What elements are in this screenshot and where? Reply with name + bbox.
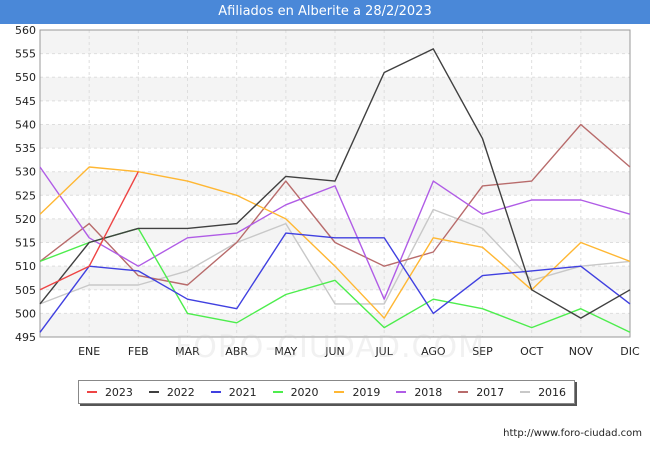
legend-swatch <box>272 391 283 393</box>
y-tick-label: 560 <box>15 24 36 37</box>
legend-swatch <box>520 391 531 393</box>
y-tick-label: 525 <box>15 189 36 202</box>
x-tick-label: NOV <box>569 345 594 358</box>
legend-label: 2020 <box>290 385 319 399</box>
legend-swatch <box>458 391 469 393</box>
legend-item-2016: 2016 <box>520 386 566 399</box>
y-tick-label: 535 <box>15 142 36 155</box>
y-tick-label: 505 <box>15 284 36 297</box>
x-tick-label: ABR <box>225 345 248 358</box>
legend-label: 2022 <box>166 385 195 399</box>
source-url: http://www.foro-ciudad.com <box>503 428 642 439</box>
legend-label: 2019 <box>352 385 381 399</box>
legend-label: 2018 <box>414 385 443 399</box>
plot-band <box>40 30 630 54</box>
y-tick-label: 540 <box>15 118 36 131</box>
y-tick-label: 495 <box>15 331 36 344</box>
y-tick-label: 500 <box>15 307 36 320</box>
line-chart: 495 500 505 510 515 520 525 530 535 540 545 550 555 5… <box>15 24 640 358</box>
x-tick-label: DIC <box>620 345 640 358</box>
series-line-2016 <box>39 208 631 305</box>
legend-item-2018: 2018 <box>396 386 442 399</box>
legend-item-2019: 2019 <box>334 386 380 399</box>
series-line-2021 <box>39 232 631 333</box>
series-line-2023 <box>39 171 139 291</box>
x-tick-label: MAR <box>175 345 200 358</box>
legend-swatch <box>396 391 407 393</box>
legend-swatch <box>334 391 345 393</box>
chart-legend: 2023 2022 2021 2020 2019 2018 2017 2016 <box>78 380 575 404</box>
x-tick-label: OCT <box>520 345 543 358</box>
legend-item-2021: 2021 <box>210 385 257 399</box>
y-tick-label: 545 <box>15 95 36 108</box>
legend-item-2022: 2022 <box>148 385 195 399</box>
x-tick-label: ENE <box>78 345 100 358</box>
legend-item-2020: 2020 <box>272 385 319 399</box>
legend-label: 2016 <box>538 385 567 399</box>
x-tick-label: AGO <box>421 345 446 358</box>
x-tick-label: SEP <box>472 345 493 358</box>
y-tick-label: 550 <box>15 71 36 84</box>
y-tick-label: 510 <box>15 260 36 273</box>
x-tick-label: MAY <box>274 345 297 358</box>
legend-item-2017: 2017 <box>458 386 504 399</box>
chart-title: Afiliados en Alberite a 28/2/2023 <box>0 0 650 24</box>
x-tick-label: FEB <box>128 345 149 358</box>
legend-item-2023: 2023 <box>86 385 133 399</box>
legend-swatch <box>86 391 97 393</box>
x-tick-label: JUN <box>324 345 345 358</box>
series-line-2018 <box>39 166 631 300</box>
y-tick-label: 515 <box>15 237 36 250</box>
watermark-text: FORO-CIUDAD.COM <box>175 330 485 365</box>
series-line-2017 <box>39 123 631 286</box>
legend-swatch <box>148 391 159 393</box>
y-tick-label: 530 <box>15 166 36 179</box>
legend-swatch <box>210 391 221 393</box>
y-tick-label: 555 <box>15 48 36 61</box>
y-tick-label: 520 <box>15 213 36 226</box>
series-line-2022 <box>39 48 631 319</box>
plot-band <box>40 171 630 196</box>
plot-frame <box>39 29 631 338</box>
legend-label: 2017 <box>476 385 505 399</box>
plot-band <box>40 124 630 149</box>
plot-band <box>40 77 630 101</box>
legend-label: 2023 <box>104 385 133 399</box>
x-tick-label: JUL <box>374 345 393 358</box>
legend-label: 2021 <box>228 385 257 399</box>
